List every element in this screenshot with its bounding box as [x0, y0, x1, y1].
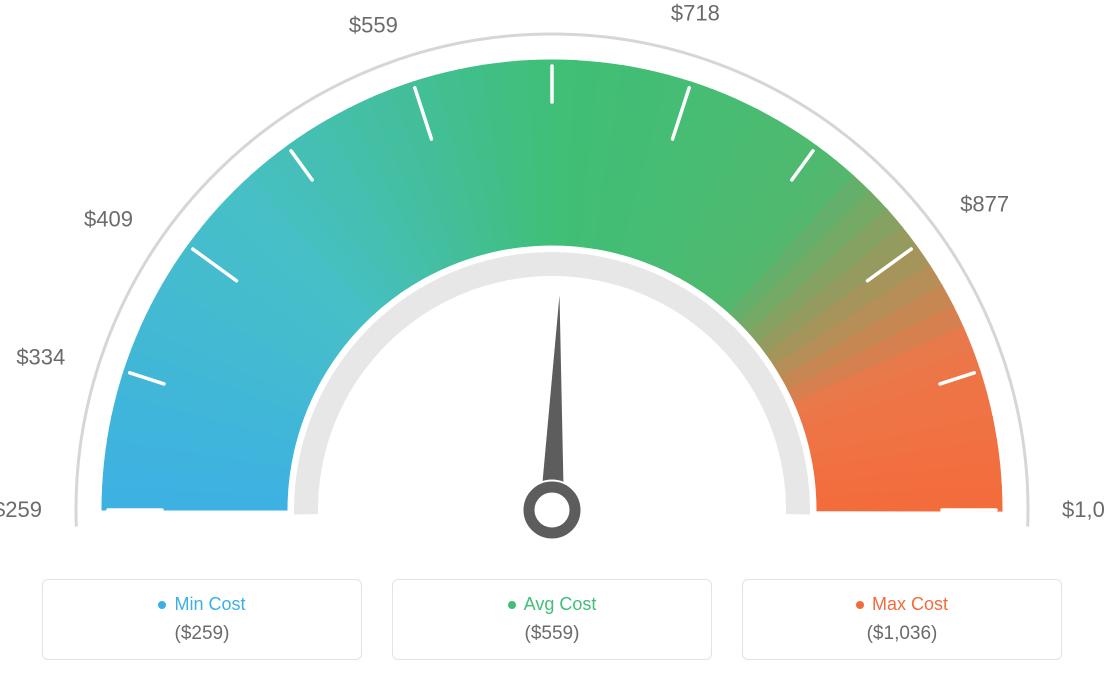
legend-avg-label-text: Avg Cost [524, 594, 597, 615]
gauge-tick-label: $259 [0, 497, 42, 522]
legend-avg: Avg Cost ($559) [392, 579, 712, 660]
legend-max: Max Cost ($1,036) [742, 579, 1062, 660]
gauge-tick-label: $409 [84, 206, 133, 231]
gauge-tick-label: $334 [16, 345, 65, 370]
chart-container: $259 $334 $409 $559 $718 $877 $1,036 Min Cost … [0, 0, 1104, 690]
legend-max-label: Max Cost [856, 594, 948, 615]
legend-min-value: ($259) [43, 623, 361, 645]
legend-max-label-text: Max Cost [872, 594, 948, 615]
legend-min-label-text: Min Cost [174, 594, 245, 615]
legend-avg-value: ($559) [393, 623, 711, 645]
legend-avg-label: Avg Cost [508, 594, 597, 615]
dot-icon [856, 601, 864, 609]
gauge-tick-label: $718 [671, 1, 720, 26]
gauge-chart: $259 $334 $409 $559 $718 $877 $1,036 [0, 0, 1104, 560]
gauge-needle [540, 295, 564, 510]
gauge-tick-label: $559 [349, 12, 398, 37]
legend-max-value: ($1,036) [743, 623, 1061, 645]
gauge-tick-label: $877 [960, 191, 1009, 216]
dot-icon [158, 601, 166, 609]
dot-icon [508, 601, 516, 609]
gauge-tick-label: $1,036 [1062, 497, 1104, 522]
legend-row: Min Cost ($259) Avg Cost ($559) Max Cost… [42, 579, 1062, 660]
legend-min-label: Min Cost [158, 594, 245, 615]
legend-min: Min Cost ($259) [42, 579, 362, 660]
